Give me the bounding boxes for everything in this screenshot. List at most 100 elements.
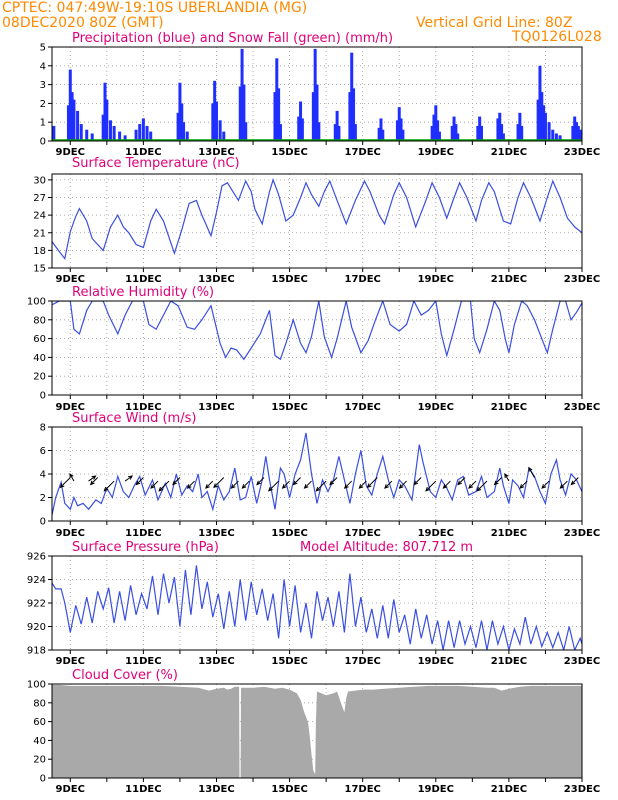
precip-bar xyxy=(315,84,319,141)
precip-bar xyxy=(134,129,138,141)
wind-arrow xyxy=(384,480,393,489)
humidity-frame xyxy=(51,300,583,396)
precip-bar xyxy=(70,92,74,141)
wind-arrow-head xyxy=(366,483,372,489)
wind-arrow-head xyxy=(559,484,565,489)
precip-bar xyxy=(454,124,458,141)
precip-bar xyxy=(399,118,403,141)
cloud-cover-xtick-label: 17DEC xyxy=(344,784,380,795)
precip-bar xyxy=(238,86,242,141)
wind-title: Surface Wind (m/s) xyxy=(72,411,196,426)
wind-arrow-head xyxy=(230,484,236,489)
precip-bar xyxy=(242,84,246,141)
precipitation-ytick-label: 3 xyxy=(40,80,46,91)
pressure-panel: 918 920 922 924 926 9DEC 11DEC 13DEC 15DEC 17DEC 1… xyxy=(27,540,600,667)
cloud-cover-ytick-label: 100 xyxy=(27,680,46,691)
humidity-xtick-label: 9DEC xyxy=(56,402,85,413)
temperature-xtick-label: 19DEC xyxy=(418,274,454,285)
cloud-cover-ytick-label: 80 xyxy=(33,698,46,709)
precip-bar xyxy=(138,124,142,141)
pressure-xtick-label: 13DEC xyxy=(198,656,234,667)
precip-bar xyxy=(575,122,579,141)
wind-arrow-head xyxy=(541,484,547,489)
precip-bar xyxy=(540,92,544,141)
precip-bar xyxy=(317,122,321,141)
precip-bar xyxy=(178,82,182,141)
wind-arrow xyxy=(519,480,528,489)
pressure-xtick-label: 23DEC xyxy=(564,656,600,667)
precip-bar xyxy=(578,129,582,141)
wind-arrow-head xyxy=(343,484,349,489)
humidity-ytick-label: 40 xyxy=(33,353,46,364)
header-grid-note: Vertical Grid Line: 80Z xyxy=(416,15,573,31)
wind-arrow-head xyxy=(358,484,364,489)
precip-bar xyxy=(450,125,454,141)
wind-ytick-label: 8 xyxy=(40,423,46,434)
precip-bar xyxy=(377,127,381,141)
wind-arrow xyxy=(124,475,133,482)
cloud-cover-xtick-label: 21DEC xyxy=(491,784,527,795)
cloud-cover-xtick-label: 23DEC xyxy=(564,784,600,795)
temperature-ytick-label: 24 xyxy=(33,211,46,222)
wind-arrow xyxy=(528,467,535,478)
precipitation-ytick-label: 2 xyxy=(40,99,46,110)
cloud-cover-xtick-label: 11DEC xyxy=(125,784,161,795)
wind-arrow-head xyxy=(91,475,97,480)
wind-arrow-head xyxy=(425,486,430,492)
precip-bar xyxy=(518,112,522,141)
precip-bar xyxy=(452,116,456,141)
precipitation-xtick-label: 9DEC xyxy=(56,147,85,158)
precip-bar xyxy=(479,125,483,141)
precip-bar xyxy=(551,129,555,141)
wind-arrow-head xyxy=(384,484,389,489)
wind-arrow xyxy=(256,477,265,485)
temperature-data xyxy=(52,178,582,260)
wind-ytick-label: 0 xyxy=(40,517,46,528)
precip-bar xyxy=(273,92,277,141)
precip-bar xyxy=(72,99,76,141)
wind-arrow-head xyxy=(241,484,247,489)
temperature-xtick-label: 11DEC xyxy=(125,274,161,285)
humidity-xtick-label: 11DEC xyxy=(125,402,161,413)
precip-bar xyxy=(185,131,189,141)
temperature-xtick-label: 17DEC xyxy=(344,274,380,285)
temperature-xtick-label: 21DEC xyxy=(491,274,527,285)
humidity-ytick-label: 20 xyxy=(33,372,46,383)
cloud-cover-ytick-label: 0 xyxy=(40,774,46,785)
wind-arrow-head xyxy=(135,480,141,486)
wind-arrow-head xyxy=(205,484,210,489)
precip-bar xyxy=(311,92,315,141)
precip-bar xyxy=(554,133,558,141)
wind-arrow xyxy=(304,480,312,489)
precip-bar xyxy=(240,48,244,141)
humidity-xtick-label: 15DEC xyxy=(271,402,307,413)
precip-bar xyxy=(105,99,109,141)
precip-bar xyxy=(275,58,279,141)
wind-arrow-head xyxy=(570,480,576,486)
precip-bar xyxy=(66,105,70,141)
wind-arrow-head xyxy=(128,475,134,480)
wind-arrow-head xyxy=(268,486,273,492)
wind-arrow xyxy=(358,480,367,489)
wind-arrow-head xyxy=(493,480,499,486)
wind-xtick-label: 11DEC xyxy=(125,528,161,539)
humidity-data xyxy=(52,301,582,361)
wind-arrow xyxy=(468,480,477,489)
cloud-area xyxy=(52,684,582,778)
precipitation-ytick-label: 5 xyxy=(40,43,46,54)
wind-arrow xyxy=(494,477,502,485)
precip-bar xyxy=(118,131,122,141)
wind-arrow xyxy=(367,477,378,488)
precip-bar xyxy=(542,105,546,141)
wind-arrow xyxy=(425,480,437,492)
precip-bar xyxy=(543,112,547,141)
wind-arrow xyxy=(60,477,71,488)
wind-xtick-label: 13DEC xyxy=(198,528,234,539)
precip-bar xyxy=(85,129,89,141)
wind-arrow-head xyxy=(442,484,448,489)
humidity-ytick-label: 60 xyxy=(33,334,46,345)
header-datetime: 08DEC2020 80Z (GMT) xyxy=(2,15,164,31)
precip-bar xyxy=(123,135,127,141)
pressure-title: Surface Pressure (hPa) xyxy=(72,540,219,555)
